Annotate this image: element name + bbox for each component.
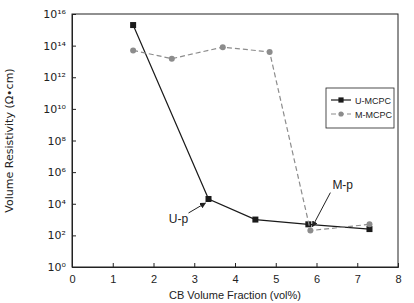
y-tick-label: 10⁶ xyxy=(48,166,67,179)
y-axis-title: Volume Resistivity (Ω•cm) xyxy=(3,68,16,212)
x-tick-mark xyxy=(113,263,114,267)
y-tick: 10¹⁶ xyxy=(43,8,76,21)
y-tick: 10² xyxy=(48,229,76,242)
y-tick-mark xyxy=(72,77,76,78)
y-tick-label: 10⁸ xyxy=(48,135,67,148)
y-tick-label: 10⁴ xyxy=(48,198,67,211)
y-axis-line xyxy=(73,15,77,268)
y-tick: 10⁶ xyxy=(48,166,76,179)
y-tick-mark xyxy=(72,141,76,142)
annotation-arrow xyxy=(189,203,206,213)
x-tick-label: 6 xyxy=(314,273,320,285)
y-tick-label: 10⁰ xyxy=(48,261,67,274)
x-tick-mark xyxy=(398,263,399,267)
plot-frame xyxy=(72,14,398,267)
x-axis-line xyxy=(73,263,399,268)
point-group xyxy=(130,47,136,53)
x-tick-label: 5 xyxy=(273,273,279,285)
y-tick-mark xyxy=(72,172,76,173)
y-tick-label: 10¹⁶ xyxy=(43,8,66,21)
series-line xyxy=(133,47,369,230)
x-axis-title: CB Volume Fraction (vol%) xyxy=(169,289,301,301)
point xyxy=(220,44,226,50)
x-tick-mark xyxy=(194,263,195,267)
point xyxy=(130,22,136,28)
x-tick-mark xyxy=(276,263,277,267)
x-tick-label: 1 xyxy=(110,273,116,285)
point-group xyxy=(130,22,136,28)
x-tick-label: 0 xyxy=(69,273,75,285)
y-tick: 10⁴ xyxy=(48,198,76,211)
y-tick-mark xyxy=(72,109,76,110)
point-group xyxy=(169,56,175,62)
point-group xyxy=(252,217,258,223)
y-tick-label: 10² xyxy=(48,229,66,242)
x-tick-label: 8 xyxy=(395,273,401,285)
x-tick: 8 xyxy=(395,263,401,285)
y-tick: 10¹² xyxy=(43,71,76,84)
x-tick-label: 2 xyxy=(151,273,157,285)
y-tick-mark xyxy=(72,46,76,47)
legend-label: M-MCPC xyxy=(355,110,392,120)
x-tick: 3 xyxy=(192,263,198,285)
y-tick-mark xyxy=(72,235,76,236)
y-tick-label: 10¹² xyxy=(43,71,66,84)
legend-label: U-MCPC xyxy=(355,96,391,106)
plot: 0 1 2 3 4 5 6 7 8 10⁰ 10² 10⁴ 10⁶ 10⁸ 10¹⁰ 10¹² 10¹⁴ 10¹⁶… xyxy=(43,8,401,285)
point xyxy=(206,196,212,202)
y-tick: 10¹⁴ xyxy=(43,40,76,53)
y-tick: 10⁰ xyxy=(48,261,76,274)
point-group xyxy=(267,49,273,55)
point xyxy=(366,221,372,227)
x-tick-mark xyxy=(154,263,155,267)
point xyxy=(267,49,273,55)
legend-swatch xyxy=(338,111,343,116)
x-tick: 2 xyxy=(151,263,157,285)
chart: 0 1 2 3 4 5 6 7 8 10⁰ 10² 10⁴ 10⁶ 10⁸ 10¹⁰ 10¹² 10¹⁴ 10¹⁶… xyxy=(0,0,414,303)
x-tick-mark xyxy=(317,263,318,267)
annotation-label: M-p xyxy=(332,178,353,192)
x-tick-label: 4 xyxy=(232,273,238,285)
point xyxy=(307,228,313,234)
y-tick-mark xyxy=(72,267,76,268)
y-tick-label: 10¹⁴ xyxy=(43,40,66,53)
legend: U-MCPC M-MCPC xyxy=(326,88,394,128)
point-group xyxy=(220,44,226,50)
y-axis: 10⁰ 10² 10⁴ 10⁶ 10⁸ 10¹⁰ 10¹² 10¹⁴ 10¹⁶ xyxy=(43,8,76,274)
x-tick: 6 xyxy=(314,263,320,285)
x-tick-mark xyxy=(357,263,358,267)
point-group xyxy=(206,196,212,202)
x-tick-mark xyxy=(235,263,236,267)
y-tick-mark xyxy=(72,204,76,205)
y-tick-label: 10¹⁰ xyxy=(43,103,66,116)
x-tick: 7 xyxy=(355,263,361,285)
annotation-arrow xyxy=(312,193,330,227)
annotation-label: U-p xyxy=(169,212,189,226)
y-tick: 10⁸ xyxy=(48,135,76,148)
x-tick-label: 7 xyxy=(355,273,361,285)
y-tick-mark xyxy=(72,14,76,15)
x-tick: 4 xyxy=(232,263,238,285)
x-axis: 0 1 2 3 4 5 6 7 8 xyxy=(69,263,401,285)
point xyxy=(130,47,136,53)
x-tick: 5 xyxy=(273,263,279,285)
legend-marker xyxy=(338,111,343,116)
y-tick: 10¹⁰ xyxy=(43,103,76,116)
point xyxy=(169,56,175,62)
x-tick: 1 xyxy=(110,263,116,285)
legend-box xyxy=(326,88,394,128)
legend-marker xyxy=(338,97,343,102)
point-group xyxy=(366,221,372,227)
point xyxy=(252,217,258,223)
x-tick-label: 3 xyxy=(192,273,198,285)
point-group xyxy=(307,228,313,234)
legend-swatch xyxy=(338,97,343,102)
